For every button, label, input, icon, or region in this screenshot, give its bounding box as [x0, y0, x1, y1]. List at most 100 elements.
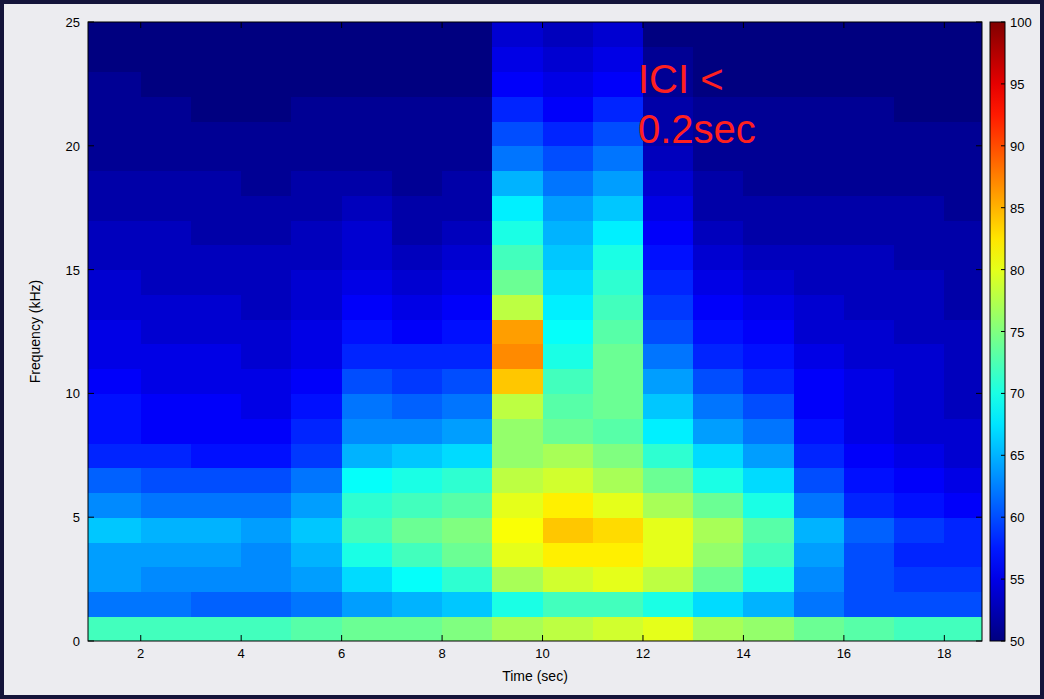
cell: [141, 245, 192, 270]
cell: [543, 369, 594, 394]
cell: [944, 542, 982, 567]
cell: [342, 121, 393, 146]
cell: [794, 22, 845, 47]
y-tick: [88, 145, 94, 146]
cell: [241, 146, 292, 171]
cell: [743, 245, 794, 270]
colorbar-tick-label: 70: [1010, 386, 1024, 401]
cell: [794, 47, 845, 72]
cell: [844, 22, 895, 47]
cell: [643, 616, 694, 641]
cell: [743, 319, 794, 344]
cell: [291, 567, 342, 592]
cell: [392, 542, 443, 567]
x-tick: [743, 22, 744, 28]
cell: [743, 492, 794, 517]
cell: [743, 567, 794, 592]
cell: [291, 517, 342, 542]
cell: [141, 616, 192, 641]
cell: [844, 294, 895, 319]
cell: [442, 418, 493, 443]
cell: [141, 418, 192, 443]
cell: [88, 220, 141, 245]
cell: [844, 468, 895, 493]
cell: [543, 146, 594, 171]
cell: [593, 319, 644, 344]
cell: [492, 616, 543, 641]
cell: [141, 294, 192, 319]
annotation: ICI <0.2sec: [638, 57, 756, 151]
cell: [543, 245, 594, 270]
cell: [643, 517, 694, 542]
cell: [392, 294, 443, 319]
cell: [492, 344, 543, 369]
cell: [944, 492, 982, 517]
cell: [88, 245, 141, 270]
y-tick: [88, 22, 94, 23]
x-tick: [241, 22, 242, 28]
colorbar-tick: [1001, 83, 1005, 84]
cell: [894, 517, 945, 542]
cell: [543, 492, 594, 517]
cell: [241, 492, 292, 517]
y-tick: [88, 641, 94, 642]
cell: [392, 121, 443, 146]
cell: [794, 146, 845, 171]
cell: [241, 418, 292, 443]
x-tick: [642, 22, 643, 28]
cell: [894, 542, 945, 567]
cell: [141, 492, 192, 517]
cell: [643, 22, 694, 47]
cell: [191, 96, 242, 121]
cell: [291, 121, 342, 146]
cell: [743, 542, 794, 567]
colorbar-tick-label: 85: [1010, 201, 1024, 216]
plot-background: [88, 22, 982, 641]
cell: [543, 591, 594, 616]
cell: [894, 294, 945, 319]
x-tick: [642, 635, 643, 641]
cell: [342, 270, 393, 295]
cell: [492, 22, 543, 47]
cell: [88, 72, 141, 97]
cell: [141, 22, 192, 47]
cell: [191, 195, 242, 220]
cell: [944, 468, 982, 493]
cell: [442, 220, 493, 245]
cell: [543, 319, 594, 344]
cell: [794, 220, 845, 245]
cell: [492, 492, 543, 517]
cell: [492, 171, 543, 196]
cell: [291, 270, 342, 295]
cell: [191, 245, 242, 270]
x-tick: [140, 635, 141, 641]
cell: [492, 47, 543, 72]
x-tick: [542, 635, 543, 641]
cell: [88, 47, 141, 72]
cell: [88, 195, 141, 220]
x-tick: [843, 635, 844, 641]
cell: [643, 468, 694, 493]
cell: [543, 22, 594, 47]
cell: [643, 195, 694, 220]
cell: [241, 567, 292, 592]
cell: [492, 72, 543, 97]
cell: [543, 121, 594, 146]
cell: [743, 616, 794, 641]
cell: [944, 616, 982, 641]
cell: [392, 443, 443, 468]
cell: [894, 468, 945, 493]
x-tick-label: 2: [137, 646, 144, 661]
cell: [944, 220, 982, 245]
cell: [693, 542, 744, 567]
cell: [593, 492, 644, 517]
annotation-line: ICI <: [638, 57, 724, 101]
y-tick: [976, 517, 982, 518]
colorbar-tick-label: 65: [1010, 448, 1024, 463]
cell: [392, 492, 443, 517]
cell: [191, 418, 242, 443]
cell: [141, 468, 192, 493]
cell: [88, 22, 141, 47]
cell: [794, 319, 845, 344]
cell: [593, 418, 644, 443]
